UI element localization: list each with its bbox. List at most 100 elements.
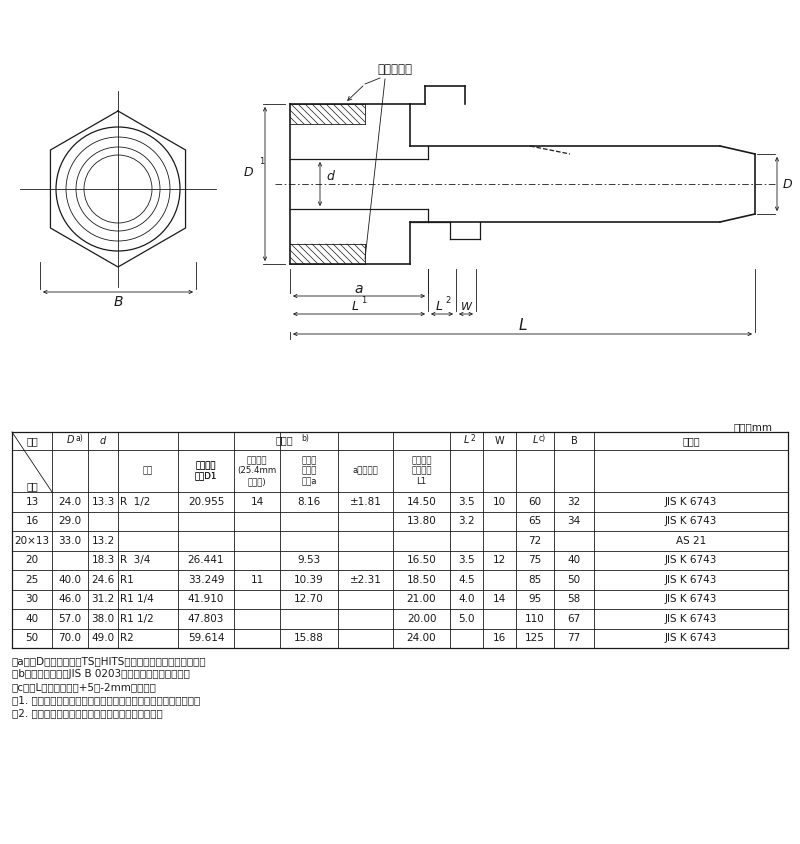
- Text: 34: 34: [567, 517, 581, 527]
- Text: 20.00: 20.00: [406, 614, 436, 624]
- Text: 4.0: 4.0: [458, 594, 474, 604]
- Text: ねじ部: ねじ部: [275, 435, 293, 445]
- Text: d: d: [326, 170, 334, 182]
- Text: 5.0: 5.0: [458, 614, 474, 624]
- Text: 注1. 六角部及び内部の接水部は、硬質ポリ塗化ビニル製である。: 注1. 六角部及び内部の接水部は、硬質ポリ塗化ビニル製である。: [12, 695, 200, 705]
- Text: 注b）　ねじ部は、JIS B 0203のテーパおねじとする。: 注b） ねじ部は、JIS B 0203のテーパおねじとする。: [12, 669, 190, 679]
- Text: 41.910: 41.910: [188, 594, 224, 604]
- Text: B: B: [570, 436, 578, 446]
- Text: 125: 125: [525, 633, 545, 643]
- Text: JIS K 6743: JIS K 6743: [665, 633, 717, 643]
- Text: 注c）　Lの許容差は、+5／-2mmとする。: 注c） Lの許容差は、+5／-2mmとする。: [12, 682, 157, 692]
- Text: 14.50: 14.50: [406, 497, 436, 506]
- Text: 49.0: 49.0: [91, 633, 114, 643]
- Text: 16: 16: [26, 517, 38, 527]
- Text: 57.0: 57.0: [58, 614, 82, 624]
- Text: 2: 2: [470, 434, 475, 443]
- Text: 110: 110: [525, 614, 545, 624]
- Text: R  1/2: R 1/2: [120, 497, 150, 506]
- Text: 70.0: 70.0: [58, 633, 82, 643]
- Text: インサート: インサート: [378, 63, 413, 76]
- Text: 10.39: 10.39: [294, 575, 324, 585]
- Text: 呼び: 呼び: [143, 467, 153, 475]
- Text: 24.0: 24.0: [58, 497, 82, 506]
- Text: 40: 40: [567, 555, 581, 565]
- Text: JIS K 6743: JIS K 6743: [665, 594, 717, 604]
- Text: 33.249: 33.249: [188, 575, 224, 585]
- Text: 50: 50: [26, 633, 38, 643]
- Text: 40: 40: [26, 614, 38, 624]
- Text: 77: 77: [567, 633, 581, 643]
- Text: AS 21: AS 21: [676, 536, 706, 546]
- Text: 注a）　Dの許容差は、TS・HITS継手受口共通寸法図による。: 注a） Dの許容差は、TS・HITS継手受口共通寸法図による。: [12, 656, 206, 666]
- Text: 基準径
までの
長さa: 基準径 までの 長さa: [302, 456, 317, 486]
- Text: 60: 60: [529, 497, 542, 506]
- Text: L: L: [351, 300, 358, 313]
- Text: d: d: [100, 436, 106, 446]
- Text: 記号: 記号: [26, 436, 38, 446]
- Text: D: D: [66, 435, 74, 445]
- Text: 21.00: 21.00: [406, 594, 436, 604]
- Text: 12.70: 12.70: [294, 594, 324, 604]
- Text: 12: 12: [493, 555, 506, 565]
- Text: b): b): [301, 434, 309, 443]
- Text: c): c): [539, 434, 546, 443]
- Text: JIS K 6743: JIS K 6743: [665, 614, 717, 624]
- Text: 50: 50: [567, 575, 581, 585]
- Text: 46.0: 46.0: [58, 594, 82, 604]
- Text: JIS K 6743: JIS K 6743: [665, 555, 717, 565]
- Text: 15.88: 15.88: [294, 633, 324, 643]
- Text: 13.2: 13.2: [91, 536, 114, 546]
- Text: 58: 58: [567, 594, 581, 604]
- Text: 2: 2: [445, 296, 450, 305]
- Text: 18.3: 18.3: [91, 555, 114, 565]
- Text: 3.2: 3.2: [458, 517, 475, 527]
- Text: 20×13: 20×13: [14, 536, 50, 546]
- Text: W: W: [494, 436, 504, 446]
- Text: D: D: [243, 165, 253, 178]
- Text: 9.53: 9.53: [298, 555, 321, 565]
- Text: 67: 67: [567, 614, 581, 624]
- Text: 72: 72: [528, 536, 542, 546]
- Text: 1: 1: [361, 296, 366, 305]
- Text: JIS K 6743: JIS K 6743: [665, 497, 717, 506]
- Text: 単位：mm: 単位：mm: [733, 422, 772, 432]
- Text: R1: R1: [120, 575, 134, 585]
- Text: 31.2: 31.2: [91, 594, 114, 604]
- Text: 25: 25: [26, 575, 38, 585]
- Text: 13.3: 13.3: [91, 497, 114, 506]
- Text: 10: 10: [493, 497, 506, 506]
- Text: a: a: [354, 282, 363, 296]
- Text: L: L: [464, 435, 469, 445]
- Text: W: W: [461, 302, 471, 312]
- Text: 29.0: 29.0: [58, 517, 82, 527]
- Text: 20: 20: [26, 555, 38, 565]
- Text: R2: R2: [120, 633, 134, 643]
- Text: 85: 85: [528, 575, 542, 585]
- Text: 8.16: 8.16: [298, 497, 321, 506]
- Text: 有効ねじ
部の長さ
L1: 有効ねじ 部の長さ L1: [411, 456, 432, 486]
- Text: 59.614: 59.614: [188, 633, 224, 643]
- Text: 14: 14: [250, 497, 264, 506]
- Text: 1: 1: [259, 157, 264, 166]
- Text: 18.50: 18.50: [406, 575, 436, 585]
- Text: 20.955: 20.955: [188, 497, 224, 506]
- Text: L: L: [532, 435, 538, 445]
- Text: 16: 16: [493, 633, 506, 643]
- Text: 13: 13: [26, 497, 38, 506]
- Text: 基準径の
外径D1: 基準径の 外径D1: [195, 462, 217, 481]
- Text: B: B: [114, 295, 122, 309]
- Text: R  3/4: R 3/4: [120, 555, 150, 565]
- Text: R1 1/2: R1 1/2: [120, 614, 154, 624]
- Text: 注2. 管端防食継手（コア付き）に対応しています。: 注2. 管端防食継手（コア付き）に対応しています。: [12, 708, 162, 718]
- Text: 13.80: 13.80: [406, 517, 436, 527]
- Text: 65: 65: [528, 517, 542, 527]
- Text: 11: 11: [250, 575, 264, 585]
- Text: 30: 30: [26, 594, 38, 604]
- Text: a): a): [75, 434, 82, 443]
- Text: 3.5: 3.5: [458, 555, 475, 565]
- Text: 規　格: 規 格: [682, 436, 700, 446]
- Text: 40.0: 40.0: [58, 575, 82, 585]
- Text: 38.0: 38.0: [91, 614, 114, 624]
- Text: 14: 14: [493, 594, 506, 604]
